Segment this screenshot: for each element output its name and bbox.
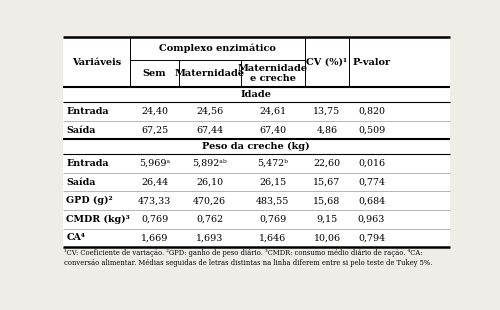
- Text: Variáveis: Variáveis: [72, 58, 121, 67]
- Text: Saída: Saída: [66, 178, 96, 187]
- Text: 0,509: 0,509: [358, 126, 385, 135]
- Text: 26,10: 26,10: [196, 178, 224, 187]
- Text: 470,26: 470,26: [193, 196, 226, 205]
- Text: 0,684: 0,684: [358, 196, 385, 205]
- Text: CMDR (kg)³: CMDR (kg)³: [66, 215, 130, 224]
- Text: Maternidade: Maternidade: [174, 69, 245, 78]
- Text: 0,762: 0,762: [196, 215, 224, 224]
- Text: ¹CV: Coeficiente de variação. ²GPD: ganho de peso diário. ³CMDR: consumo médio d: ¹CV: Coeficiente de variação. ²GPD: ganh…: [64, 249, 433, 267]
- Text: Sem: Sem: [142, 69, 167, 78]
- Text: 9,15: 9,15: [316, 215, 338, 224]
- Text: 22,60: 22,60: [314, 159, 340, 168]
- Text: 67,44: 67,44: [196, 126, 224, 135]
- Text: 1,646: 1,646: [259, 233, 286, 242]
- Text: 473,33: 473,33: [138, 196, 171, 205]
- Text: 0,774: 0,774: [358, 178, 385, 187]
- Text: 13,75: 13,75: [314, 107, 340, 116]
- Text: 0,794: 0,794: [358, 233, 385, 242]
- Text: 26,15: 26,15: [259, 178, 286, 187]
- Text: 67,25: 67,25: [141, 126, 168, 135]
- Text: 5,472ᵇ: 5,472ᵇ: [257, 159, 288, 168]
- Text: CA⁴: CA⁴: [66, 233, 86, 242]
- Text: 483,55: 483,55: [256, 196, 290, 205]
- Text: Saída: Saída: [66, 126, 96, 135]
- Text: 67,40: 67,40: [259, 126, 286, 135]
- Text: 24,56: 24,56: [196, 107, 224, 116]
- Text: GPD (g)²: GPD (g)²: [66, 196, 113, 205]
- Text: CV (%)¹: CV (%)¹: [306, 58, 348, 67]
- Text: 0,769: 0,769: [141, 215, 168, 224]
- Text: Complexo enzimático: Complexo enzimático: [159, 44, 276, 53]
- Text: 26,44: 26,44: [141, 178, 168, 187]
- Text: 0,016: 0,016: [358, 159, 385, 168]
- Text: Entrada: Entrada: [66, 159, 109, 168]
- Text: 15,68: 15,68: [314, 196, 340, 205]
- Text: 5,969ᵃ: 5,969ᵃ: [139, 159, 170, 168]
- Text: 10,06: 10,06: [314, 233, 340, 242]
- Bar: [62, 37, 450, 247]
- Text: 0,963: 0,963: [358, 215, 385, 224]
- Text: 5,892ᵃᵇ: 5,892ᵃᵇ: [192, 159, 227, 168]
- Text: 1,669: 1,669: [141, 233, 168, 242]
- Text: 15,67: 15,67: [314, 178, 340, 187]
- Text: 0,820: 0,820: [358, 107, 385, 116]
- Text: 0,769: 0,769: [259, 215, 286, 224]
- Bar: [62, 247, 450, 265]
- Text: Idade: Idade: [241, 90, 272, 99]
- Text: P-valor: P-valor: [352, 58, 391, 67]
- Text: Peso da creche (kg): Peso da creche (kg): [202, 142, 310, 151]
- Text: 4,86: 4,86: [316, 126, 338, 135]
- Text: Entrada: Entrada: [66, 107, 109, 116]
- Text: 24,40: 24,40: [141, 107, 168, 116]
- Text: 1,693: 1,693: [196, 233, 224, 242]
- Text: 24,61: 24,61: [259, 107, 286, 116]
- Text: Maternidade
e creche: Maternidade e creche: [238, 64, 308, 83]
